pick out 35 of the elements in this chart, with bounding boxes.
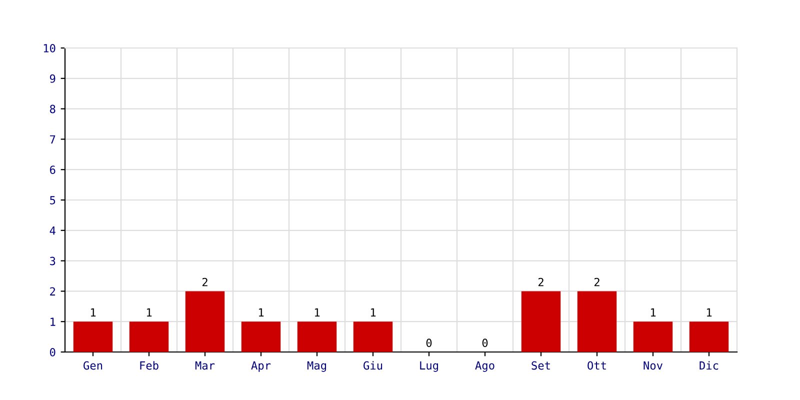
y-tick-label: 1 [50, 318, 56, 326]
data-label: 0 [426, 338, 432, 348]
data-label: 1 [90, 308, 96, 317]
x-tick-label: Feb [140, 361, 158, 370]
y-tick-label: 6 [50, 166, 56, 174]
x-tick-label: Gen [84, 361, 102, 370]
data-label: 1 [258, 308, 264, 317]
x-tick-label: Mar [195, 361, 215, 370]
data-label: 2 [202, 278, 208, 286]
y-tick-label: 9 [50, 74, 56, 83]
y-tick-label: 5 [50, 196, 56, 204]
data-label: 1 [650, 308, 656, 317]
x-tick-label: Ott [588, 361, 606, 370]
data-label: 1 [370, 308, 376, 317]
x-tick-label: Ago [475, 361, 494, 372]
y-tick-label: 10 [44, 44, 56, 52]
x-tick-label: Nov [644, 361, 662, 370]
data-label: 0 [482, 338, 488, 348]
x-tick-label: Mag [307, 361, 326, 372]
x-tick-label: Dic [700, 361, 718, 370]
y-tick-label: 2 [50, 287, 56, 296]
x-tick-label: Apr [251, 361, 271, 372]
data-label: 1 [706, 308, 712, 317]
data-label: 2 [594, 278, 600, 286]
data-label: 1 [314, 308, 320, 317]
y-tick-label: 4 [50, 226, 56, 235]
y-tick-label: 8 [50, 104, 56, 114]
y-tick-label: 0 [50, 348, 56, 356]
data-label: 1 [146, 308, 152, 317]
x-tick-label: Set [532, 361, 550, 370]
data-label: 2 [538, 278, 544, 286]
y-tick-label: 7 [50, 135, 56, 144]
y-tick-label: 3 [50, 256, 56, 266]
x-tick-label: Giu [364, 361, 382, 370]
x-tick-label: Lug [420, 361, 438, 372]
